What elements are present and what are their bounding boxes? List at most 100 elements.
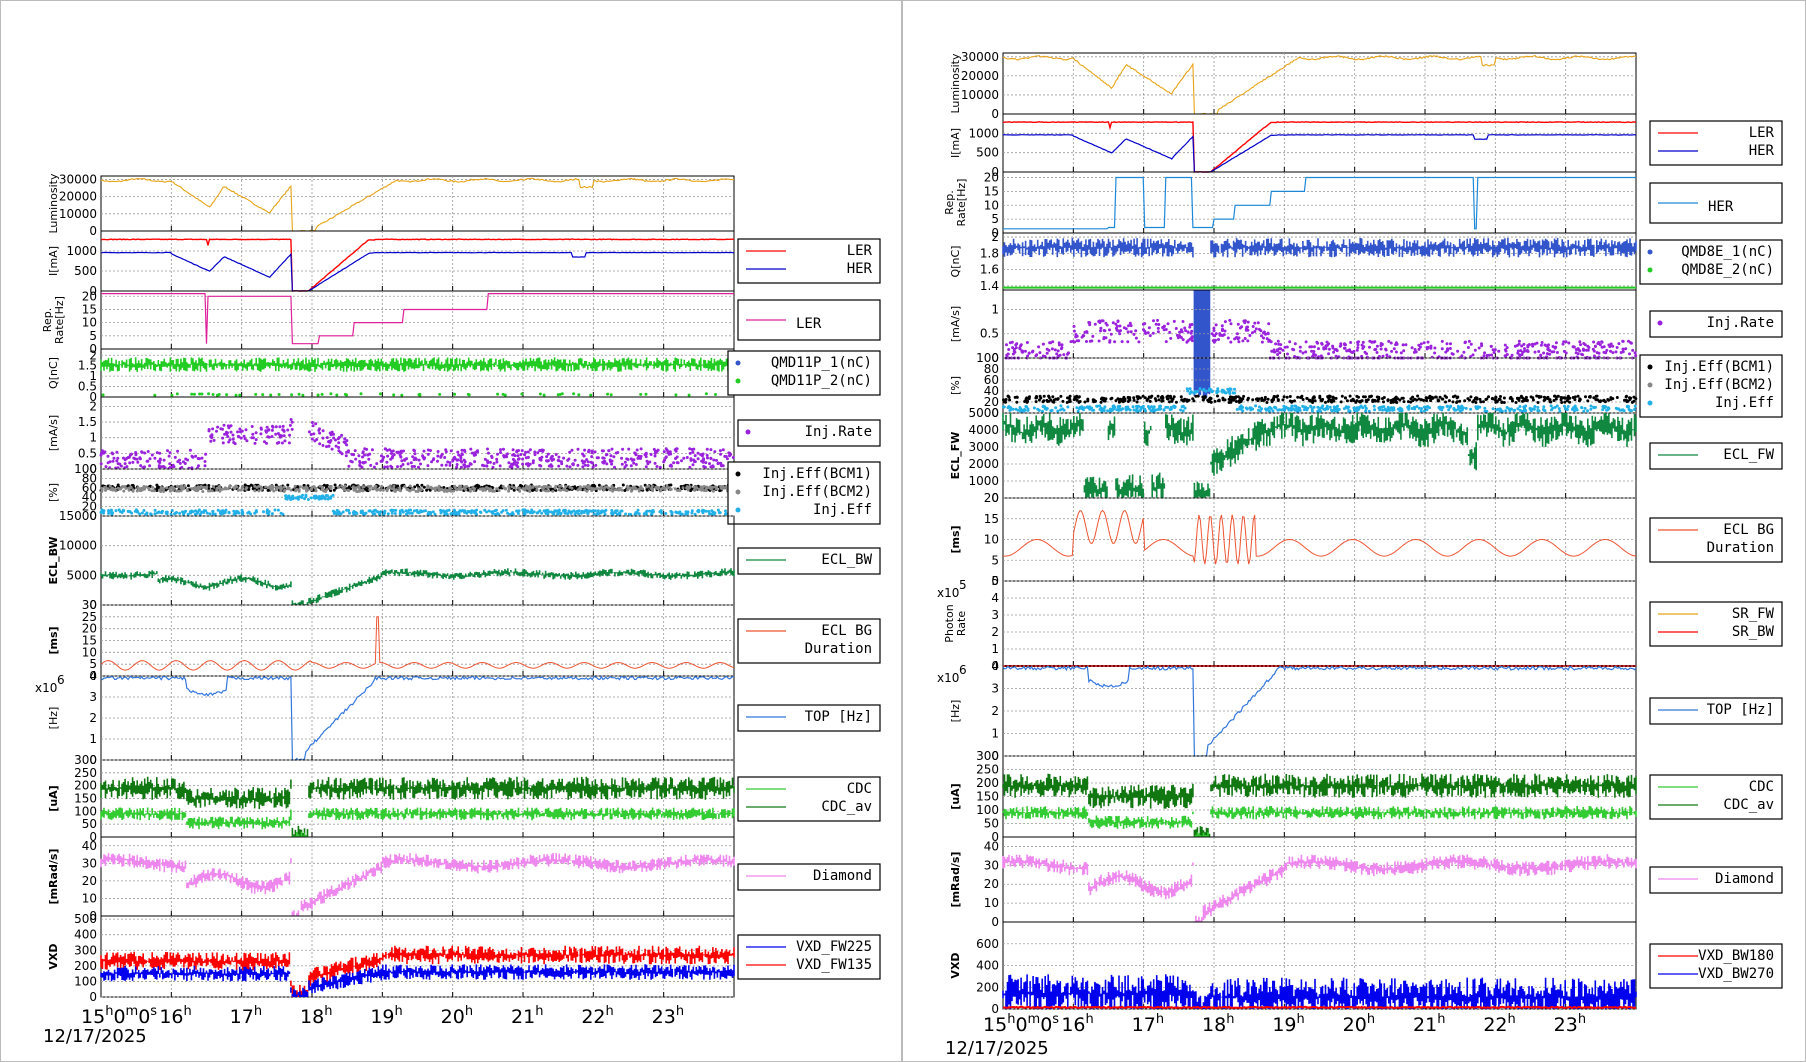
her-current-line xyxy=(1002,134,1637,173)
y-axis-label: [%] xyxy=(47,483,60,502)
y-axis-label: [mA/s] xyxy=(47,415,60,451)
trace-group xyxy=(100,616,735,671)
top-rate-line xyxy=(100,675,735,761)
y-tick-label: 20 xyxy=(82,874,97,888)
y-tick-label: 5 xyxy=(89,329,97,343)
y-tick-label: 3 xyxy=(991,682,999,696)
y-tick-label: 0 xyxy=(991,107,999,121)
trace-group xyxy=(1002,773,1637,837)
y-axis-label: [ms] xyxy=(47,626,60,654)
y-tick-label: 0 xyxy=(89,598,97,612)
x-tick-label-start: 15h0m0s xyxy=(983,1012,1059,1036)
legend-label: VXD_BW270 xyxy=(1698,966,1774,982)
legend-box xyxy=(1649,774,1783,820)
legend-label: QMD8E_2(nC) xyxy=(1681,262,1774,278)
legend-label: SR_BW xyxy=(1732,624,1775,640)
legend-box xyxy=(1649,310,1783,338)
q-dots-low xyxy=(101,392,731,397)
y-axis-label: Q[nC] xyxy=(47,357,60,389)
y-axis-label: Rate xyxy=(955,611,968,636)
y-tick-label: 0.5 xyxy=(980,327,999,341)
panel-vxd: 600 400 200 0 VXD VXD_BW180 VXD_BW270 xyxy=(949,921,1783,1016)
legend-swatch xyxy=(735,378,741,384)
legend-label: LER xyxy=(796,316,822,332)
legend-eff: Inj.Eff(BCM1) Inj.Eff(BCM2) Inj.Eff xyxy=(1639,354,1783,418)
y-tick-label: 2 xyxy=(89,711,97,725)
trace-group xyxy=(100,945,735,997)
legend-label: Inj.Eff xyxy=(813,502,872,518)
legend-label: VXD_FW225 xyxy=(796,939,872,955)
legend-box xyxy=(1649,943,1783,989)
legend-box xyxy=(1649,120,1783,166)
legend-box xyxy=(737,934,881,980)
luminosity-line xyxy=(1002,55,1637,115)
legend-box xyxy=(1639,239,1783,285)
y-tick-label: 1 xyxy=(991,302,999,316)
panel-dia: 40 30 20 10 0 [mRad/s] Diamond xyxy=(949,836,1783,929)
legend-label: QMD8E_1(nC) xyxy=(1681,244,1774,260)
y-axis-label: Rep. xyxy=(41,308,54,332)
y-tick-label: 30000 xyxy=(59,172,97,186)
legend-box xyxy=(1649,601,1783,647)
legend-dia: Diamond xyxy=(737,863,881,891)
y-tick-label: 0.5 xyxy=(78,380,97,394)
y-axis-label: Photon xyxy=(943,604,956,642)
x-tick-label: 23h xyxy=(652,1004,684,1028)
y-tick-label: 300 xyxy=(74,753,97,767)
y-tick-label: 5 xyxy=(991,212,999,226)
y-tick-label: 20000 xyxy=(59,190,97,204)
luminosity-line xyxy=(100,177,735,232)
y-tick-label: 20 xyxy=(984,491,999,505)
y-tick-label: 0 xyxy=(991,915,999,929)
legend-box xyxy=(737,704,881,732)
y-tick-label: 500 xyxy=(74,264,97,278)
x-axis: 15h0m0s 16h 17h 18h 19h 20h 21h 22h 23h 12/17/202… xyxy=(43,1004,684,1047)
trace-group xyxy=(1002,237,1637,400)
y-tick-label: 5000 xyxy=(66,568,97,582)
y-axis-label: [uA] xyxy=(949,783,962,809)
y-tick-label: 15 xyxy=(82,634,97,648)
y-tick-label: 0 xyxy=(991,659,999,673)
x-tick-label: 23h xyxy=(1554,1012,1586,1036)
y-axis-label: Luminosity xyxy=(47,173,60,233)
legend-label: Inj.Eff(BCM2) xyxy=(762,484,872,500)
x-tick-label: 19h xyxy=(1272,1012,1304,1036)
vxd-fw135-band xyxy=(100,945,735,997)
x-tick-label: 18h xyxy=(300,1004,332,1028)
y-tick-label: 20 xyxy=(984,171,999,185)
y-tick-label: 40 xyxy=(984,839,999,853)
trace-group xyxy=(1003,176,1636,230)
y-axis-label: [%] xyxy=(949,376,962,395)
trace-group xyxy=(100,568,735,605)
y-tick-label: 0 xyxy=(991,749,999,763)
legend-label: QMD11P_1(nC) xyxy=(771,355,872,371)
y-axis-label: [ms] xyxy=(949,525,962,553)
x-tick-label: 20h xyxy=(441,1004,473,1028)
legend-cur: LER HER xyxy=(1649,120,1783,166)
panel-cur: 1000 500 0 I[mA] LER HER xyxy=(47,230,881,298)
panel-eff: 100806040200[%]Inj.Eff(BCM1)Inj.Eff(BCM2… xyxy=(47,461,881,525)
y-tick-label: 2 xyxy=(991,625,999,639)
y-tick-label: 40 xyxy=(82,839,97,853)
legend-label: TOP [Hz] xyxy=(1707,702,1774,718)
panel-eff: 100806040200[%]Inj.Eff(BCM1)Inj.Eff(BCM2… xyxy=(949,351,1783,420)
y-tick-label: 300 xyxy=(976,749,999,763)
ecl-bg-duration-line xyxy=(1002,509,1637,565)
y-tick-label: 5 xyxy=(89,657,97,671)
y-tick-label: 0 xyxy=(89,284,97,298)
y-tick-label: 20 xyxy=(82,289,97,303)
y-axis-label: [mRad/s] xyxy=(47,849,60,905)
y-tick-label: 20 xyxy=(82,500,97,514)
legend-label: Inj.Eff(BCM1) xyxy=(762,466,872,482)
y-tick-label: 30000 xyxy=(961,50,999,64)
y-tick-label: 200 xyxy=(74,959,97,973)
y-tick-label: 0 xyxy=(89,462,97,476)
y-tick-label: 20 xyxy=(984,395,999,409)
x-tick-label: 16h xyxy=(159,1004,191,1028)
y-tick-label: 10 xyxy=(984,198,999,212)
legend-box xyxy=(727,461,881,525)
y-tick-label: 0 xyxy=(89,390,97,404)
y-axis-label: [uA] xyxy=(47,785,60,811)
ecl-bg-duration-line xyxy=(100,616,735,671)
